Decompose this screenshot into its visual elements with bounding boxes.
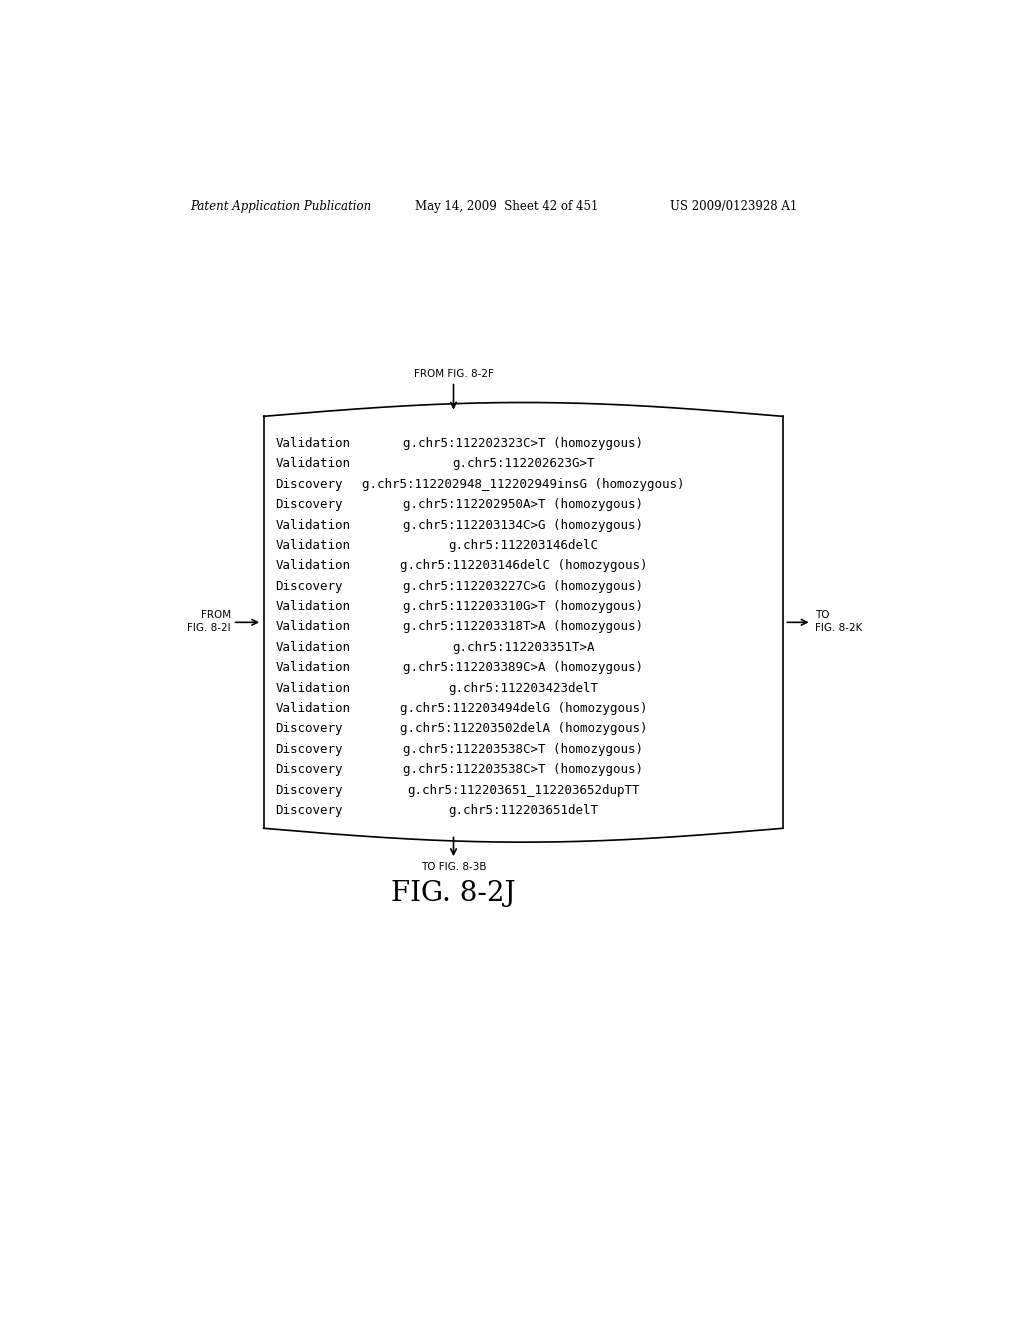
Text: FIG. 8-2I: FIG. 8-2I bbox=[187, 623, 231, 634]
Text: Discovery: Discovery bbox=[275, 804, 343, 817]
Text: Validation: Validation bbox=[275, 702, 350, 715]
Text: Validation: Validation bbox=[275, 640, 350, 653]
Text: Discovery: Discovery bbox=[275, 498, 343, 511]
Text: g.chr5:112203146delC (homozygous): g.chr5:112203146delC (homozygous) bbox=[399, 560, 647, 573]
Text: g.chr5:112202323C>T (homozygous): g.chr5:112202323C>T (homozygous) bbox=[403, 437, 643, 450]
Text: Validation: Validation bbox=[275, 457, 350, 470]
Text: FIG. 8-2K: FIG. 8-2K bbox=[815, 623, 862, 634]
Text: Discovery: Discovery bbox=[275, 478, 343, 491]
Text: Validation: Validation bbox=[275, 519, 350, 532]
Text: May 14, 2009  Sheet 42 of 451: May 14, 2009 Sheet 42 of 451 bbox=[415, 199, 598, 213]
Text: g.chr5:112203310G>T (homozygous): g.chr5:112203310G>T (homozygous) bbox=[403, 601, 643, 612]
Text: Validation: Validation bbox=[275, 539, 350, 552]
Text: g.chr5:112203134C>G (homozygous): g.chr5:112203134C>G (homozygous) bbox=[403, 519, 643, 532]
Text: g.chr5:112203423delT: g.chr5:112203423delT bbox=[449, 681, 598, 694]
Text: Validation: Validation bbox=[275, 661, 350, 675]
Text: g.chr5:112203502delA (homozygous): g.chr5:112203502delA (homozygous) bbox=[399, 722, 647, 735]
Text: g.chr5:112203651_112203652dupTT: g.chr5:112203651_112203652dupTT bbox=[407, 784, 640, 796]
Text: g.chr5:112203538C>T (homozygous): g.chr5:112203538C>T (homozygous) bbox=[403, 763, 643, 776]
Text: Discovery: Discovery bbox=[275, 579, 343, 593]
Text: Validation: Validation bbox=[275, 601, 350, 612]
Text: g.chr5:112203227C>G (homozygous): g.chr5:112203227C>G (homozygous) bbox=[403, 579, 643, 593]
Text: Discovery: Discovery bbox=[275, 763, 343, 776]
Text: g.chr5:112203538C>T (homozygous): g.chr5:112203538C>T (homozygous) bbox=[403, 743, 643, 756]
Text: Validation: Validation bbox=[275, 620, 350, 634]
Text: TO: TO bbox=[815, 610, 829, 620]
Text: g.chr5:112202623G>T: g.chr5:112202623G>T bbox=[452, 457, 595, 470]
Text: g.chr5:112203318T>A (homozygous): g.chr5:112203318T>A (homozygous) bbox=[403, 620, 643, 634]
Text: g.chr5:112203146delC: g.chr5:112203146delC bbox=[449, 539, 598, 552]
Text: g.chr5:112202948_112202949insG (homozygous): g.chr5:112202948_112202949insG (homozygo… bbox=[362, 478, 684, 491]
Text: g.chr5:112202950A>T (homozygous): g.chr5:112202950A>T (homozygous) bbox=[403, 498, 643, 511]
Text: Validation: Validation bbox=[275, 437, 350, 450]
Text: Patent Application Publication: Patent Application Publication bbox=[190, 199, 372, 213]
Text: Discovery: Discovery bbox=[275, 784, 343, 796]
Text: FIG. 8-2J: FIG. 8-2J bbox=[391, 880, 516, 907]
Text: g.chr5:112203351T>A: g.chr5:112203351T>A bbox=[452, 640, 595, 653]
Text: Discovery: Discovery bbox=[275, 722, 343, 735]
Text: Validation: Validation bbox=[275, 560, 350, 573]
Text: US 2009/0123928 A1: US 2009/0123928 A1 bbox=[671, 199, 798, 213]
Text: TO FIG. 8-3B: TO FIG. 8-3B bbox=[421, 862, 486, 873]
Text: g.chr5:112203651delT: g.chr5:112203651delT bbox=[449, 804, 598, 817]
Text: Validation: Validation bbox=[275, 681, 350, 694]
Text: Discovery: Discovery bbox=[275, 743, 343, 756]
Text: FROM FIG. 8-2F: FROM FIG. 8-2F bbox=[414, 368, 494, 379]
Text: FROM: FROM bbox=[201, 610, 231, 620]
Text: g.chr5:112203389C>A (homozygous): g.chr5:112203389C>A (homozygous) bbox=[403, 661, 643, 675]
Text: g.chr5:112203494delG (homozygous): g.chr5:112203494delG (homozygous) bbox=[399, 702, 647, 715]
